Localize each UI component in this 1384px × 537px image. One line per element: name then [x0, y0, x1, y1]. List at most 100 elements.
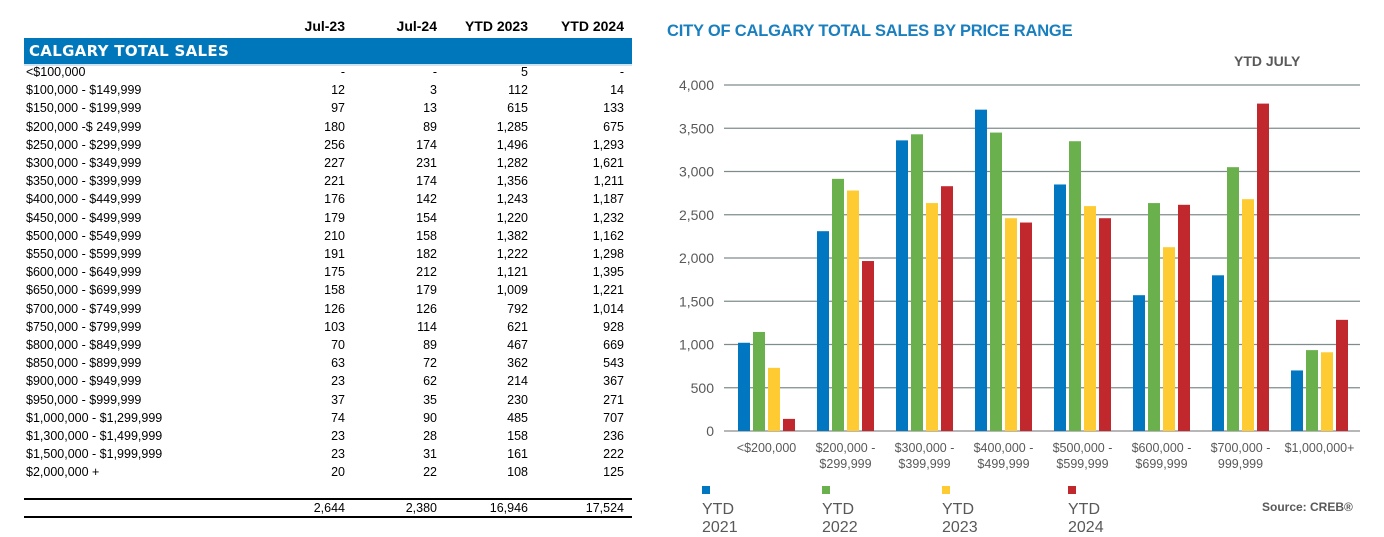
jul-24-value: 158 [416, 228, 437, 243]
bar-ytd-2023 [926, 203, 938, 431]
legend-item: YTD 2022 [822, 483, 858, 537]
price-range-label: $2,000,000 + [26, 465, 100, 480]
x-tick-label: <$200,000 [737, 441, 796, 455]
bar-ytd-2021 [1133, 295, 1145, 431]
bar-ytd-2024 [1257, 103, 1269, 431]
ytd-2024-value: 675 [603, 119, 624, 134]
y-tick-label: 0 [706, 423, 714, 439]
x-tick-label: $500,000 - [1053, 441, 1113, 455]
ytd-2023-value: 5 [521, 65, 528, 79]
jul-23-value: 23 [331, 429, 345, 443]
price-range-label: $500,000 - $549,999 [26, 228, 142, 243]
ytd-2024-value: 1,014 [592, 301, 624, 316]
y-tick-label: 1,000 [679, 337, 714, 353]
y-tick-label: 4,000 [679, 77, 714, 93]
ytd-2023-value: 485 [507, 410, 528, 425]
ytd-2023-value: 161 [507, 447, 528, 462]
bar-ytd-2024 [1020, 222, 1032, 431]
jul-23-value: 179 [324, 210, 345, 225]
y-tick-label: 2,000 [679, 250, 714, 266]
jul-24-value: 142 [416, 192, 437, 207]
price-range-label: $1,300,000 - $1,499,999 [26, 429, 163, 443]
y-tick-label: 3,000 [679, 164, 714, 180]
bar-ytd-2024 [783, 418, 795, 431]
ytd-2023-value: 362 [507, 356, 528, 371]
bar-ytd-2024 [1178, 204, 1190, 431]
jul-23-value: 227 [324, 156, 345, 170]
jul-24-value: - [432, 65, 437, 79]
price-range-label: $750,000 - $799,999 [26, 319, 142, 334]
totals-row: 2,644 2,380 16,946 17,524 [26, 501, 626, 519]
table-row: $650,000 - $699,999 158 179 1,009 1,221 [26, 283, 626, 301]
bar-ytd-2023 [1084, 206, 1096, 431]
bar-ytd-2023 [847, 190, 859, 431]
bar-ytd-2022 [1148, 203, 1160, 431]
ytd-2024-value: 14 [610, 83, 624, 98]
table-row: $1,000,000 - $1,299,999 74 90 485 707 [26, 411, 626, 429]
jul-24-value: 179 [416, 283, 437, 298]
jul-24-value: 62 [423, 374, 437, 389]
legend-item: YTD 2024 [1068, 483, 1104, 537]
column-header-jul-23: Jul-23 [304, 18, 345, 34]
ytd-2023-value: 1,282 [496, 156, 528, 170]
totals-divider-top [24, 498, 632, 500]
x-tick-label: $399,999 [898, 457, 950, 471]
jul-23-value: 23 [331, 374, 345, 389]
ytd-2023-value: 1,222 [496, 247, 528, 261]
jul-24-value: 3 [430, 83, 437, 98]
y-tick-label: 500 [691, 380, 715, 396]
table-row: $100,000 - $149,999 12 3 112 14 [26, 83, 626, 101]
source-note: Source: CREB® [1262, 500, 1353, 514]
total-ytd-2023: 16,946 [489, 501, 528, 515]
jul-24-value: 231 [416, 156, 437, 170]
y-tick-label: 2,500 [679, 207, 714, 223]
jul-24-value: 22 [423, 465, 437, 480]
jul-24-value: 72 [423, 356, 437, 371]
jul-23-value: 23 [331, 447, 345, 462]
jul-23-value: 221 [324, 174, 345, 189]
ytd-2024-value: 271 [603, 392, 624, 407]
bar-ytd-2021 [896, 140, 908, 432]
jul-23-value: 126 [324, 301, 345, 316]
jul-24-value: 126 [416, 301, 437, 316]
price-range-label: $200,000 -$ 249,999 [26, 119, 142, 134]
x-tick-label: $699,999 [1135, 457, 1187, 471]
ytd-2024-value: - [619, 65, 624, 79]
price-range-label: $900,000 - $949,999 [26, 374, 142, 389]
table-row: $800,000 - $849,999 70 89 467 669 [26, 338, 626, 356]
jul-23-value: 37 [331, 392, 345, 407]
bar-ytd-2021 [817, 231, 829, 431]
x-tick-label: $499,999 [977, 457, 1029, 471]
jul-24-value: 154 [416, 210, 437, 225]
table-row: <$100,000 - - 5 - [26, 65, 626, 83]
jul-23-value: 210 [324, 228, 345, 243]
ytd-2023-value: 792 [507, 301, 528, 316]
jul-23-value: 63 [331, 356, 345, 371]
total-jul-24: 2,380 [405, 501, 437, 515]
jul-24-value: 31 [423, 447, 437, 462]
ytd-2024-value: 133 [603, 101, 624, 116]
ytd-2023-value: 1,121 [496, 265, 528, 280]
ytd-2023-value: 1,220 [496, 210, 528, 225]
bar-ytd-2022 [1306, 350, 1318, 431]
jul-24-value: 13 [423, 101, 437, 116]
ytd-2024-value: 1,298 [592, 247, 624, 261]
bar-ytd-2024 [1336, 319, 1348, 431]
ytd-2024-value: 222 [603, 447, 624, 462]
table-row: $550,000 - $599,999 191 182 1,222 1,298 [26, 247, 626, 265]
legend-item: YTD 2021 [702, 483, 738, 537]
ytd-2024-value: 1,621 [592, 156, 624, 170]
ytd-2024-value: 928 [603, 319, 624, 334]
legend-item: YTD 2023 [942, 483, 978, 537]
column-header-jul-24: Jul-24 [396, 18, 437, 34]
jul-24-value: 28 [423, 429, 437, 443]
y-tick-label: 1,500 [679, 293, 714, 309]
x-tick-label: $700,000 - [1211, 441, 1271, 455]
bar-ytd-2021 [975, 109, 987, 431]
bar-ytd-2022 [1069, 141, 1081, 431]
ytd-2023-value: 467 [507, 338, 528, 352]
jul-23-value: 103 [324, 319, 345, 334]
price-range-label: $100,000 - $149,999 [26, 83, 142, 98]
chart-title: CITY OF CALGARY TOTAL SALES BY PRICE RAN… [667, 22, 1073, 40]
jul-23-value: 191 [324, 247, 345, 261]
